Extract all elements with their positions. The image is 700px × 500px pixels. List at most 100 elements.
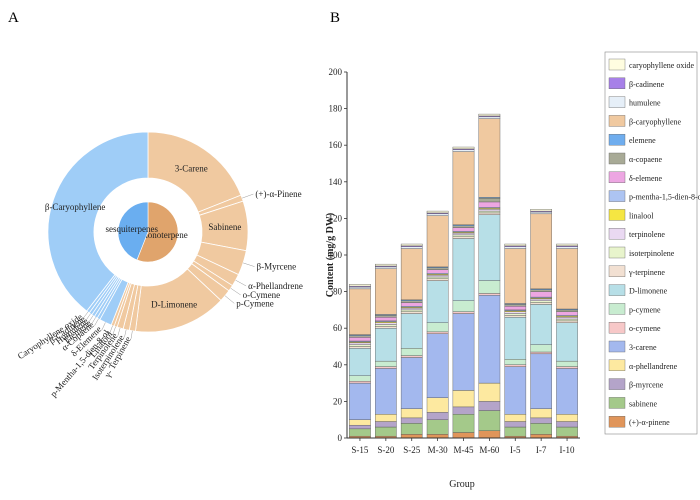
x-tick-label: M-45: [454, 445, 474, 455]
bar-segment-elemene: [349, 337, 371, 342]
legend-label: sabinene: [629, 399, 657, 408]
bar-stack-m-45: [452, 146, 475, 439]
bar-segment-d-limonene: [426, 280, 449, 323]
bar-segment-o-cymene: [504, 364, 527, 367]
inner-slice-sesquiterpenes: [117, 201, 149, 261]
bar-segment-caryophyllene-oxide: [375, 263, 397, 267]
legend-item-terpinolene: terpinolene: [608, 227, 665, 240]
bar-segment-d-limonene: [530, 304, 552, 345]
bar-segment-isoterpinolene: [375, 324, 397, 327]
bar-segment-terpinene: [426, 278, 449, 281]
legend-label: p-mentha-1,5-dien-8-ol: [629, 193, 700, 202]
axes: 0 20 40 60 80 100 120 140 160 180 200 S-15 S-20 S-25 M…: [329, 67, 580, 455]
legend-item-caryophyllene-oxide: caryophyllene oxide: [608, 58, 695, 71]
y-tick-label: 100: [329, 250, 343, 260]
bar-segment-o-cymene: [349, 381, 371, 384]
y-tick-label: 180: [329, 104, 343, 114]
legend-swatch: [608, 77, 626, 90]
bar-stack-s-20: [375, 263, 397, 439]
bar-stack-s-15: [349, 284, 371, 439]
bar-segment-pinene: [400, 434, 423, 439]
leader-line: [224, 295, 235, 304]
y-tick-label: 20: [333, 396, 343, 406]
bar-segment-caryophyllene: [349, 288, 371, 335]
legend-label: α-phellandrene: [629, 362, 678, 371]
bar-segment-myrcene: [556, 421, 578, 428]
legend-swatch: [608, 133, 626, 146]
panel-label-b: B: [330, 10, 340, 26]
bar-segment-terpinolene: [504, 311, 527, 314]
outer-label-caryophyllene: β-Caryophyllene: [45, 202, 106, 212]
bar-segment-3-carene: [478, 295, 501, 384]
y-tick-label: 60: [333, 323, 343, 333]
bar-segment-caryophyllene: [530, 213, 552, 290]
bar-segment-humulene: [452, 149, 475, 152]
bar-segment-phellandrene: [375, 414, 397, 422]
leader-line: [124, 329, 127, 338]
bar-segment-sabinene: [452, 414, 475, 433]
bar-stack-i-5: [504, 243, 527, 439]
bar-segment-phellandrene: [530, 408, 552, 419]
bar-segment-caryophyllene-oxide: [504, 243, 527, 247]
bar-segment-isoterpinolene: [530, 300, 552, 303]
y-tick-label: 0: [338, 433, 343, 443]
bar-segment-copaene: [426, 267, 449, 270]
legend-item-p-mentha-1-5-dien-8-ol: p-mentha-1,5-dien-8-ol: [608, 190, 700, 202]
legend-swatch: [608, 171, 626, 184]
legend-label: α-copaene: [629, 155, 663, 164]
bar-segment-o-cymene: [426, 331, 449, 334]
legend-swatch: [608, 265, 626, 277]
bar-segment-humulene: [504, 246, 527, 249]
x-tick-label: I-10: [560, 445, 575, 455]
bar-segment-terpinene: [478, 212, 501, 215]
bar-segment-phellandrene: [400, 408, 423, 419]
legend-swatch: [608, 58, 626, 71]
legend-item-d-limonene: D-limonene: [608, 284, 668, 296]
bar-segment-isoterpinolene: [478, 210, 501, 214]
bar-segment-p-cymene: [530, 344, 552, 353]
bar-segment-elemene: [426, 269, 449, 274]
legend-item-elemene: δ-elemene: [608, 171, 663, 184]
bar-segment-terpinolene: [478, 209, 501, 212]
bar-segment-terpinolene: [556, 317, 578, 320]
legend-label: humulene: [629, 99, 661, 108]
bar-segment-myrcene: [426, 412, 449, 420]
bar-segment-pinene: [426, 434, 449, 439]
bar-segment-myrcene: [400, 417, 423, 424]
outer-label-3-carene: 3-Carene: [175, 163, 208, 173]
bar-segment-caryophyllene: [504, 248, 527, 304]
bar-segment-myrcene: [504, 421, 527, 428]
legend-label: γ-terpinene: [628, 268, 665, 277]
legend-item-myrcene: β-myrcene: [608, 378, 664, 390]
bar-segment-sabinene: [426, 419, 449, 435]
bar-segment-o-cymene: [478, 293, 501, 296]
leader-line: [91, 317, 96, 325]
legend-label: linalool: [629, 211, 654, 220]
leader-line: [130, 330, 133, 339]
bar-segment-o-cymene: [556, 366, 578, 369]
legend-swatch: [608, 152, 626, 165]
legend-item-caryophyllene: β-caryophyllene: [608, 115, 681, 127]
y-tick-label: 120: [329, 213, 343, 223]
bar-segment-d-limonene: [452, 238, 475, 301]
bar-segment-p-cymene: [478, 280, 501, 294]
inner-label-monoterpene: monoterpene: [141, 230, 188, 240]
bar-segment-isoterpinolene: [426, 276, 449, 279]
legend-label: β-myrcene: [629, 381, 664, 390]
outer-slice-caryophyllene: [47, 131, 149, 312]
legend-item-elemene: elemene: [608, 133, 656, 146]
bar-segment-elemene: [530, 291, 552, 298]
x-tick-label: I-7: [536, 445, 547, 455]
bar-segment-3-carene: [400, 357, 423, 409]
legend-item-terpinene: γ-terpinene: [608, 265, 665, 277]
legend-item-copaene: α-copaene: [608, 152, 663, 165]
bar-segment-isoterpinolene: [400, 309, 423, 312]
bar-segment-copaene: [452, 225, 475, 228]
bar-stack-m-30: [426, 210, 449, 439]
bar-segment-3-carene: [530, 353, 552, 409]
legend-label: o-cymene: [629, 324, 661, 333]
legend-swatch: [608, 227, 626, 240]
